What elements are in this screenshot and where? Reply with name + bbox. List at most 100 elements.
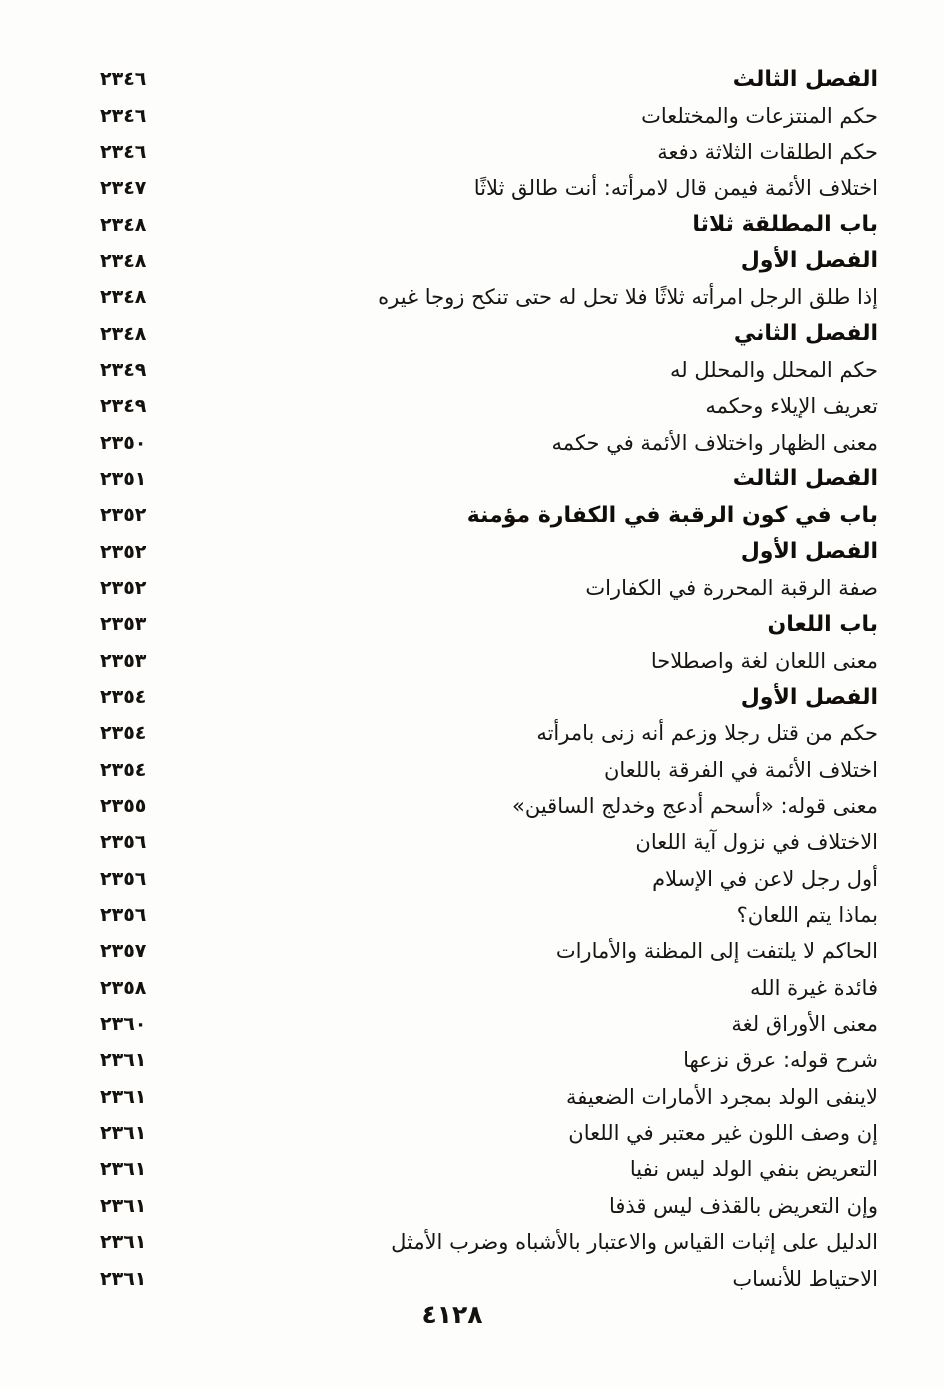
toc-entry: ٢٣٤٨ الفصل الأول (100, 243, 878, 279)
toc-entry-title: إذا طلق الرجل امرأته ثلاثًا فلا تحل له ح… (378, 285, 878, 310)
footer-page-number: ٤١٢٨ (421, 1300, 483, 1329)
toc-entry: ٢٣٥٠ معنى الظهار واختلاف الأئمة في حكمه (100, 424, 878, 460)
toc-entry-title: باب المطلقة ثلاثا (692, 212, 878, 238)
toc-page-number: ٢٣٤٨ (100, 322, 147, 345)
toc-page-number: ٢٣٥٣ (100, 649, 147, 672)
toc-entry: ٢٣٦١ شرح قوله: عرق نزعها (100, 1042, 878, 1078)
toc-entry-title: الاحتياط للأنساب (732, 1266, 878, 1291)
toc-page-number: ٢٣٥٧ (100, 940, 147, 963)
toc-entry-title: اختلاف الأئمة فيمن قال لامرأته: أنت طالق… (473, 176, 878, 201)
toc-page-number: ٢٣٥٦ (100, 831, 147, 854)
toc-entry: ٢٣٤٨ إذا طلق الرجل امرأته ثلاثًا فلا تحل… (100, 279, 878, 315)
toc-page-number: ٢٣٥٤ (100, 722, 147, 745)
toc-entry: ٢٣٥٢ صفة الرقبة المحررة في الكفارات (100, 570, 878, 606)
toc-entry-title: اختلاف الأئمة في الفرقة باللعان (603, 757, 878, 782)
toc-page-number: ٢٣٥٤ (100, 686, 147, 709)
toc-page-number: ٢٣٤٩ (100, 395, 147, 418)
toc-entry-title: فائدة غيرة الله (749, 975, 878, 1000)
toc-entry-title: معنى اللعان لغة واصطلاحا (650, 648, 878, 673)
toc-entry: ٢٣٤٨ باب المطلقة ثلاثا (100, 206, 878, 242)
toc-entry: ٢٣٥٤ الفصل الأول (100, 679, 878, 715)
toc-entry-title: صفة الرقبة المحررة في الكفارات (585, 575, 878, 600)
toc-entry-title: الفصل الأول (740, 248, 878, 274)
toc-page-number: ٢٣٤٦ (100, 104, 147, 127)
toc-page-number: ٢٣٤٦ (100, 140, 147, 163)
toc-page-number: ٢٣٤٨ (100, 286, 147, 309)
toc-list: ٢٣٤٦ الفصل الثالث ٢٣٤٦ حكم المنتزعات وال… (100, 61, 878, 1297)
page-footer: ٤١٢٨ (0, 1300, 904, 1329)
toc-entry-title: معنى الأوراق لغة (731, 1012, 878, 1037)
toc-entry: ٢٣٥٤ اختلاف الأئمة في الفرقة باللعان (100, 752, 878, 788)
toc-entry: ٢٣٤٦ الفصل الثالث (100, 61, 878, 97)
toc-entry: ٢٣٥٣ باب اللعان (100, 606, 878, 642)
toc-entry: ٢٣٤٦ حكم المنتزعات والمختلعات (100, 97, 878, 133)
toc-page-number: ٢٣٦١ (100, 1194, 147, 1217)
toc-entry: ٢٣٦١ لاينفى الولد بمجرد الأمارات الضعيفة (100, 1079, 878, 1115)
toc-page-number: ٢٣٥٢ (100, 504, 147, 527)
toc-page-number: ٢٣٥٨ (100, 976, 147, 999)
toc-entry: ٢٣٤٦ حكم الطلقات الثلاثة دفعة (100, 134, 878, 170)
toc-page-number: ٢٣٤٦ (100, 68, 147, 91)
toc-entry-title: الفصل الثالث (732, 66, 878, 92)
toc-entry-title: الفصل الثاني (733, 321, 878, 347)
toc-page-number: ٢٣٤٧ (100, 177, 147, 200)
toc-entry-title: بماذا يتم اللعان؟ (736, 903, 878, 928)
toc-entry: ٢٣٦١ التعريض بنفي الولد ليس نفيا (100, 1151, 878, 1187)
toc-entry-title: أول رجل لاعن في الإسلام (652, 866, 878, 891)
toc-page-number: ٢٣٥٢ (100, 576, 147, 599)
toc-entry-title: معنى قوله: «أسحم أدعج وخدلج الساقين» (512, 794, 878, 819)
toc-entry-title: التعريض بنفي الولد ليس نفيا (629, 1157, 878, 1182)
toc-page-number: ٢٣٤٨ (100, 249, 147, 272)
toc-entry-title: الفصل الثالث (732, 466, 878, 492)
toc-entry-title: إن وصف اللون غير معتبر في اللعان (568, 1121, 878, 1146)
toc-entry-title: الحاكم لا يلتفت إلى المظنة والأمارات (555, 939, 878, 964)
toc-entry: ٢٣٥٥ معنى قوله: «أسحم أدعج وخدلج الساقين… (100, 788, 878, 824)
toc-page-number: ٢٣٦٠ (100, 1013, 147, 1036)
toc-page-number: ٢٣٥٢ (100, 540, 147, 563)
toc-page-number: ٢٣٥٦ (100, 867, 147, 890)
toc-page-number: ٢٣٤٩ (100, 358, 147, 381)
toc-entry-title: شرح قوله: عرق نزعها (683, 1048, 878, 1073)
toc-entry-title: تعريف الإيلاء وحكمه (705, 394, 878, 419)
toc-page-number: ٢٣٥٣ (100, 613, 147, 636)
toc-entry-title: باب اللعان (767, 611, 878, 637)
toc-page-number: ٢٣٦١ (100, 1122, 147, 1145)
toc-entry: ٢٣٥٢ باب في كون الرقبة في الكفارة مؤمنة (100, 497, 878, 533)
toc-page-number: ٢٣٥٥ (100, 795, 147, 818)
toc-entry-title: حكم المنتزعات والمختلعات (641, 103, 878, 128)
toc-entry: ٢٣٥٦ أول رجل لاعن في الإسلام (100, 861, 878, 897)
toc-page-number: ٢٣٥٠ (100, 431, 147, 454)
toc-page-number: ٢٣٦١ (100, 1158, 147, 1181)
toc-page-number: ٢٣٦١ (100, 1085, 147, 1108)
toc-entry-title: الاختلاف في نزول آية اللعان (635, 830, 878, 855)
toc-entry-title: باب في كون الرقبة في الكفارة مؤمنة (466, 502, 878, 528)
toc-entry: ٢٣٤٩ تعريف الإيلاء وحكمه (100, 388, 878, 424)
toc-entry-title: الفصل الأول (740, 539, 878, 565)
toc-page-number: ٢٣٥٦ (100, 904, 147, 927)
toc-entry: ٢٣٦١ الدليل على إثبات القياس والاعتبار ب… (100, 1224, 878, 1260)
toc-entry: ٢٣٦١ وإن التعريض بالقذف ليس قذفا (100, 1188, 878, 1224)
toc-entry: ٢٣٥٢ الفصل الأول (100, 533, 878, 569)
toc-entry: ٢٣٥٦ الاختلاف في نزول آية اللعان (100, 824, 878, 860)
toc-entry: ٢٣٦٠ معنى الأوراق لغة (100, 1006, 878, 1042)
toc-page-number: ٢٣٦١ (100, 1267, 147, 1290)
toc-entry: ٢٣٦١ إن وصف اللون غير معتبر في اللعان (100, 1115, 878, 1151)
toc-entry-title: معنى الظهار واختلاف الأئمة في حكمه (551, 430, 878, 455)
toc-entry: ٢٣٥٦ بماذا يتم اللعان؟ (100, 897, 878, 933)
toc-page-number: ٢٣٦١ (100, 1049, 147, 1072)
toc-entry-title: حكم الطلقات الثلاثة دفعة (657, 139, 878, 164)
toc-entry: ٢٣٤٧ اختلاف الأئمة فيمن قال لامرأته: أنت… (100, 170, 878, 206)
toc-page-number: ٢٣٥١ (100, 467, 147, 490)
toc-entry: ٢٣٥٧ الحاكم لا يلتفت إلى المظنة والأمارا… (100, 933, 878, 969)
toc-entry: ٢٣٥٤ حكم من قتل رجلا وزعم أنه زنى بامرأت… (100, 715, 878, 751)
toc-entry: ٢٣٥٨ فائدة غيرة الله (100, 970, 878, 1006)
toc-page-number: ٢٣٦١ (100, 1231, 147, 1254)
toc-page-number: ٢٣٤٨ (100, 213, 147, 236)
toc-entry: ٢٣٤٩ حكم المحلل والمحلل له (100, 352, 878, 388)
toc-entry: ٢٣٤٨ الفصل الثاني (100, 315, 878, 351)
toc-entry-title: حكم من قتل رجلا وزعم أنه زنى بامرأته (536, 721, 878, 746)
toc-entry-title: لاينفى الولد بمجرد الأمارات الضعيفة (566, 1084, 878, 1109)
toc-entry-title: الدليل على إثبات القياس والاعتبار بالأشب… (391, 1230, 878, 1255)
toc-entry: ٢٣٥٣ معنى اللعان لغة واصطلاحا (100, 643, 878, 679)
